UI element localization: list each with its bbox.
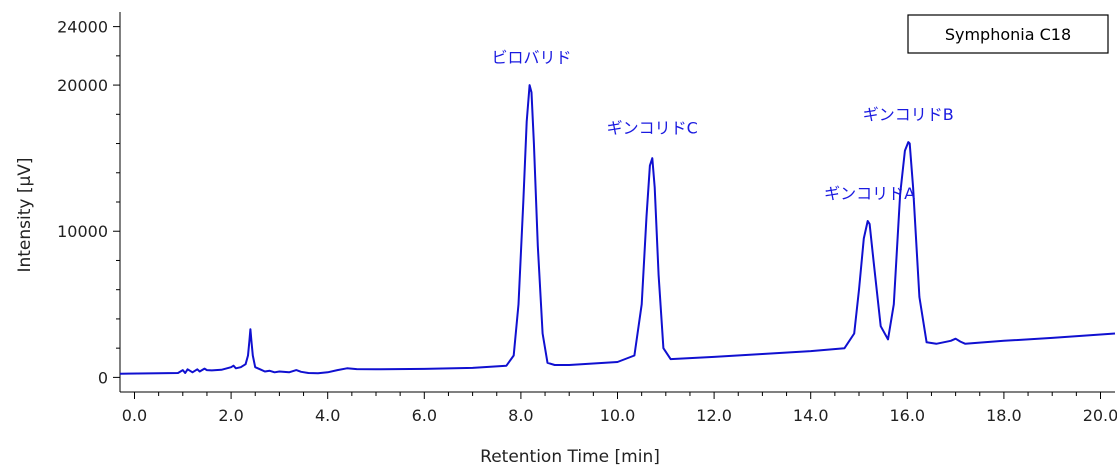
legend: Symphonia C18 — [907, 14, 1109, 54]
y-tick-label: 24000 — [57, 18, 108, 37]
peak-label: ギンコリドA — [824, 184, 915, 203]
peak-label: ギンコリドB — [863, 105, 954, 124]
x-tick-label: 0.0 — [122, 406, 147, 425]
x-tick-label: 10.0 — [600, 406, 636, 425]
legend-box — [907, 14, 1109, 54]
series-line — [119, 84, 1116, 375]
y-tick-label: 10000 — [57, 222, 108, 241]
x-tick-label: 12.0 — [696, 406, 732, 425]
peak-label: ギンコリドC — [607, 118, 698, 137]
y-axis-title: Intensity [μV] — [15, 157, 35, 272]
x-tick-label: 2.0 — [218, 406, 243, 425]
x-tick-label: 16.0 — [889, 406, 925, 425]
x-tick-label: 18.0 — [986, 406, 1022, 425]
x-axis-ticks: 0.0 2.0 4.0 6.0 8.0 10.0 12.0 14.0 16.0 18.0 20.0 — [122, 392, 1117, 425]
x-tick-label: 14.0 — [793, 406, 829, 425]
y-tick-label: 0 — [98, 368, 108, 387]
x-axis-title: Retention Time [min] — [480, 447, 660, 467]
x-tick-label: 20.0 — [1083, 406, 1117, 425]
legend-label: Symphonia C18 — [945, 25, 1071, 44]
peak-label: ビロバリド — [492, 48, 572, 67]
y-tick-label: 20000 — [57, 76, 108, 95]
y-axis-ticks: 0 10000 20000 24000 — [57, 18, 120, 387]
x-tick-label: 6.0 — [412, 406, 437, 425]
x-tick-label: 8.0 — [508, 406, 533, 425]
x-tick-label: 4.0 — [315, 406, 340, 425]
